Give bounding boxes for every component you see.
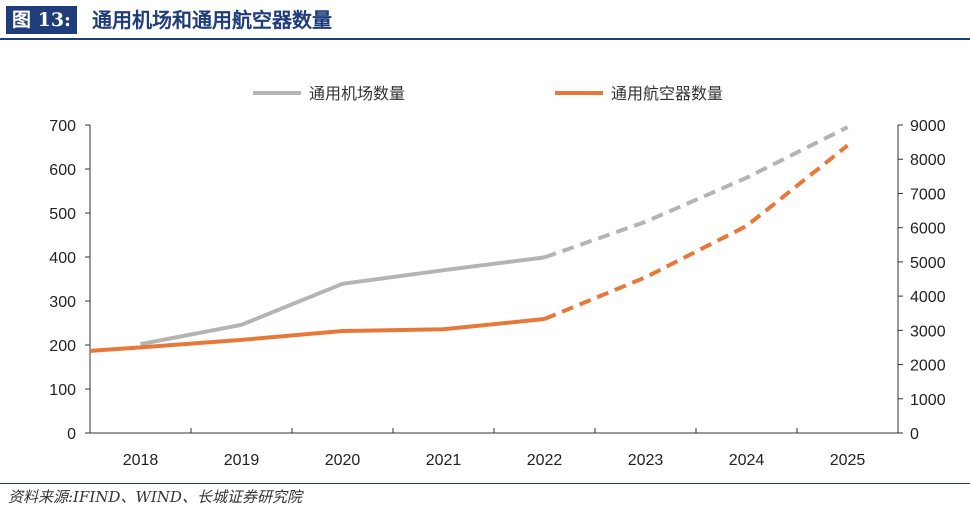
series-line-actual-1 (140, 255, 545, 347)
right-tick-label: 4000 (910, 289, 946, 306)
right-tick-label: 7000 (910, 186, 946, 203)
left-tick-label: 400 (49, 250, 76, 267)
series-line-projected-1 (543, 125, 849, 260)
chart-series (89, 125, 849, 353)
right-tick-label: 9000 (910, 118, 946, 135)
right-tick-label: 5000 (910, 255, 946, 272)
right-tick-label: 0 (910, 426, 919, 443)
figure-title: 通用机场和通用航空器数量 (92, 8, 332, 32)
left-tick-label: 200 (49, 338, 76, 355)
footer-rule (0, 483, 970, 484)
legend-label-1: 通用机场数量 (309, 84, 405, 103)
right-tick-label: 3000 (910, 323, 946, 340)
source-note: 资料来源:IFIND、WIND、长城证券研究院 (8, 488, 302, 506)
x-tick-label: 2019 (224, 452, 260, 469)
right-tick-label: 8000 (910, 152, 946, 169)
right-tick-label: 6000 (910, 221, 946, 238)
header-rule (0, 38, 970, 40)
left-tick-label: 300 (49, 294, 76, 311)
x-tick-label: 2025 (830, 452, 866, 469)
figure-header: 图 13: 通用机场和通用航空器数量 (0, 0, 970, 40)
right-tick-label: 1000 (910, 392, 946, 409)
left-tick-label: 700 (49, 118, 76, 135)
right-tick-label: 2000 (910, 358, 946, 375)
figure-label: 图 13: (6, 6, 78, 34)
chart-axes: 0100200300400500600700010002000300040005… (49, 118, 945, 469)
x-tick-label: 2020 (325, 452, 361, 469)
left-tick-label: 0 (67, 426, 76, 443)
left-tick-label: 100 (49, 382, 76, 399)
series-line-actual-2 (89, 317, 545, 353)
x-tick-label: 2018 (123, 452, 159, 469)
x-tick-label: 2023 (628, 452, 664, 469)
left-tick-label: 500 (49, 206, 76, 223)
series-line-projected-2 (543, 143, 849, 321)
x-tick-label: 2024 (729, 452, 765, 469)
x-tick-label: 2022 (527, 452, 563, 469)
chart-legend: 通用机场数量 通用航空器数量 (253, 84, 723, 103)
x-tick-label: 2021 (426, 452, 462, 469)
left-tick-label: 600 (49, 162, 76, 179)
legend-label-2: 通用航空器数量 (611, 84, 723, 103)
dual-axis-line-chart: 通用机场数量 通用航空器数量 01002003004005006007000100… (49, 84, 945, 469)
